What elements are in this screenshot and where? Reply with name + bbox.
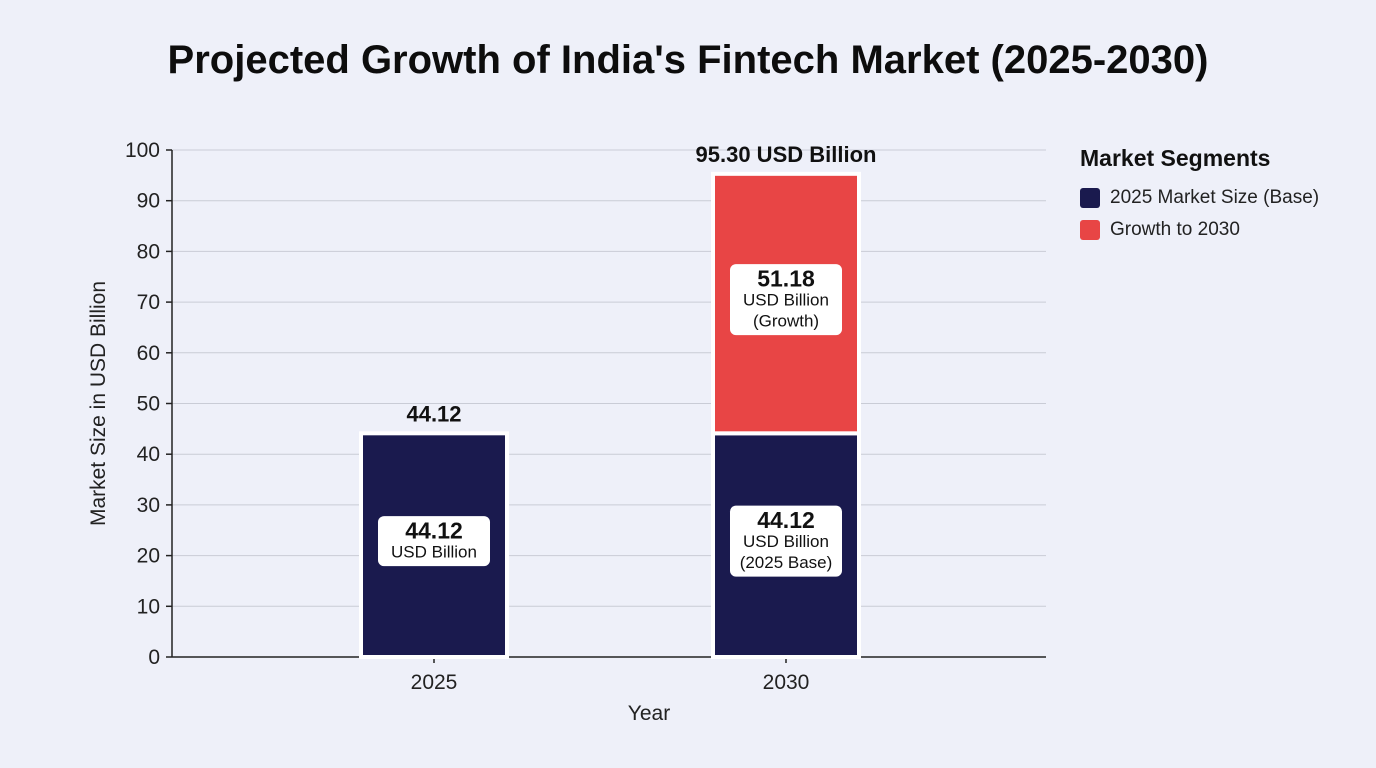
total-label: 95.30 USD Billion <box>696 142 877 167</box>
y-tick-label: 60 <box>137 342 160 365</box>
y-tick-label: 10 <box>137 595 160 618</box>
legend: Market Segments 2025 Market Size (Base) … <box>1080 145 1319 246</box>
data-label: 44.12 <box>405 518 463 544</box>
data-label: USD Billion <box>743 532 829 551</box>
y-tick-label: 40 <box>137 443 160 466</box>
y-tick-label: 100 <box>125 139 160 162</box>
y-axis-label: Market Size in USD Billion <box>87 281 110 526</box>
y-tick-label: 30 <box>137 494 160 517</box>
data-label: (Growth) <box>753 312 819 331</box>
legend-swatch-growth <box>1080 220 1100 240</box>
y-tick-label: 90 <box>137 190 160 213</box>
data-label: USD Billion <box>743 291 829 310</box>
data-label: USD Billion <box>391 543 477 562</box>
data-label-bg <box>730 264 842 336</box>
y-tick-label: 20 <box>137 545 160 568</box>
x-tick-label: 2025 <box>411 671 458 694</box>
y-tick-label: 70 <box>137 291 160 314</box>
x-axis-label: Year <box>628 702 670 725</box>
data-label: 44.12 <box>757 507 815 533</box>
data-label: (2025 Base) <box>740 553 833 572</box>
legend-label-base: 2025 Market Size (Base) <box>1110 187 1320 208</box>
chart-title: Projected Growth of India's Fintech Mark… <box>167 38 1209 82</box>
y-tick-label: 0 <box>148 646 160 669</box>
data-label: 51.18 <box>757 266 815 292</box>
y-tick-label: 80 <box>137 240 160 263</box>
legend-title: Market Segments <box>1080 145 1271 171</box>
data-label-bg <box>730 505 842 577</box>
legend-item-base: 2025 Market Size (Base) <box>1080 182 1319 214</box>
data-label-bg <box>378 516 490 567</box>
x-tick-label: 2030 <box>763 671 810 694</box>
y-tick-label: 50 <box>137 393 160 416</box>
legend-swatch-base <box>1080 188 1100 208</box>
legend-label-growth: Growth to 2030 <box>1110 219 1240 240</box>
legend-item-growth: Growth to 2030 <box>1080 214 1319 246</box>
total-label: 44.12 <box>406 401 461 426</box>
